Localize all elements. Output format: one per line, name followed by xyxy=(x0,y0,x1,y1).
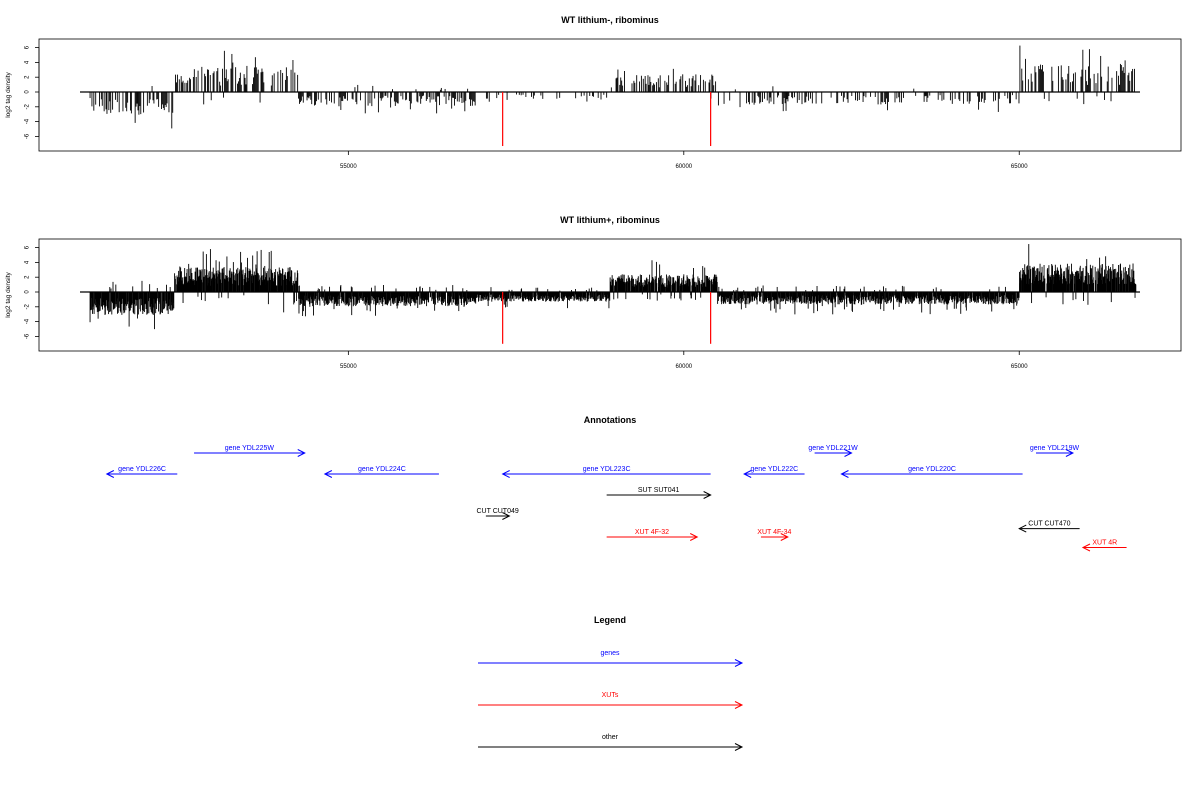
y-tick-label: -6 xyxy=(25,133,31,139)
feature-arrow-head xyxy=(689,533,699,541)
y-tick-label: 0 xyxy=(25,290,31,294)
feature-arrow-head xyxy=(734,659,744,667)
y-tick-label: 2 xyxy=(25,75,31,79)
annotations-title: Annotations xyxy=(584,415,637,425)
feature-arrow-head xyxy=(105,470,115,478)
legend-items: genes XUTs other xyxy=(478,650,744,751)
x-tick-label: 60000 xyxy=(675,164,692,170)
y-tick-label: -6 xyxy=(25,333,31,339)
feature-label: gene YDL224C xyxy=(358,466,406,473)
track-panel-lithium-plus: WT lithium+, ribominus log2 tag density … xyxy=(5,215,1182,370)
bars-group xyxy=(80,244,1140,344)
feature-xut: XUT 4R xyxy=(1081,540,1127,552)
feature-arrow-head xyxy=(780,533,789,541)
feature-xut: XUT 4F-32 xyxy=(606,529,699,541)
feature-arrow-head xyxy=(734,743,744,751)
x-tick-label: 65000 xyxy=(1011,364,1028,370)
feature-label: XUT 4R xyxy=(1092,540,1117,547)
legend-item-gene: genes xyxy=(478,650,744,667)
feature-other: CUT CUT049 xyxy=(476,508,519,520)
feature-label: CUT CUT470 xyxy=(1028,521,1070,528)
y-tick-label: 2 xyxy=(25,275,31,279)
feature-other: SUT SUT041 xyxy=(606,487,712,499)
legend-label: genes xyxy=(600,650,620,657)
y-tick-label: 6 xyxy=(25,245,31,249)
feature-label: gene YDL219W xyxy=(1030,445,1080,452)
feature-arrow-head xyxy=(844,449,853,457)
panel-title: WT lithium+, ribominus xyxy=(560,215,660,225)
feature-gene: gene YDL222C xyxy=(743,466,805,478)
track-panel-lithium-minus: WT lithium-, ribominus log2 tag density … xyxy=(5,15,1182,170)
annotation-features: gene YDL226C gene YDL225W gene YDL224C gene… xyxy=(105,445,1127,552)
feature-arrow-head xyxy=(840,470,849,478)
x-tick-label: 55000 xyxy=(340,364,357,370)
feature-arrow-head xyxy=(1081,543,1091,552)
feature-label: XUT 4F-34 xyxy=(757,529,791,536)
feature-arrow-head xyxy=(501,470,510,478)
feature-gene: gene YDL226C xyxy=(105,466,178,478)
feature-other: CUT CUT470 xyxy=(1018,521,1080,533)
y-tick-label: -2 xyxy=(25,303,31,309)
feature-gene: gene YDL219W xyxy=(1030,445,1080,457)
feature-gene: gene YDL225W xyxy=(194,445,306,457)
feature-gene: gene YDL224C xyxy=(323,466,439,478)
feature-xut: XUT 4F-34 xyxy=(757,529,792,541)
y-axis-label: log2 tag density xyxy=(5,71,12,117)
feature-arrow-head xyxy=(734,701,744,709)
y-tick-label: -4 xyxy=(25,118,31,124)
y-tick-label: -2 xyxy=(25,103,31,109)
y-axis: -6 -4 -2 0 2 4 6 xyxy=(25,245,40,339)
x-tick-label: 55000 xyxy=(340,164,357,170)
feature-arrow-head xyxy=(1018,524,1027,533)
feature-gene: gene YDL221W xyxy=(808,445,858,457)
legend: Legend genes XUTs other xyxy=(478,615,744,751)
feature-arrow-head xyxy=(323,470,333,478)
feature-label: SUT SUT041 xyxy=(638,487,680,494)
x-axis: 55000 60000 65000 xyxy=(340,151,1028,170)
feature-arrow-head xyxy=(743,470,752,478)
legend-label: other xyxy=(602,734,619,741)
feature-label: XUT 4F-32 xyxy=(635,529,669,536)
y-tick-label: 4 xyxy=(25,260,31,264)
feature-label: CUT CUT049 xyxy=(476,508,518,515)
x-tick-label: 65000 xyxy=(1011,164,1028,170)
x-tick-label: 60000 xyxy=(675,364,692,370)
feature-arrow-head xyxy=(703,491,712,499)
panel-title: WT lithium-, ribominus xyxy=(561,15,659,25)
feature-label: gene YDL225W xyxy=(225,445,275,452)
feature-label: gene YDL220C xyxy=(908,466,956,473)
y-axis: -6 -4 -2 0 2 4 6 xyxy=(25,45,40,139)
feature-arrow-head xyxy=(502,512,511,520)
y-tick-label: 6 xyxy=(25,45,31,49)
y-tick-label: 0 xyxy=(25,90,31,94)
feature-gene: gene YDL220C xyxy=(840,466,1023,478)
bars-group xyxy=(80,45,1140,147)
feature-arrow-head xyxy=(1065,449,1075,457)
legend-title: Legend xyxy=(594,615,626,625)
y-axis-label: log2 tag density xyxy=(5,271,12,317)
legend-item-xut: XUTs xyxy=(478,692,744,709)
x-axis: 55000 60000 65000 xyxy=(340,351,1028,370)
feature-label: gene YDL223C xyxy=(583,466,631,473)
feature-label: gene YDL226C xyxy=(118,466,166,473)
y-tick-label: 4 xyxy=(25,60,31,64)
feature-arrow-head xyxy=(297,449,306,457)
legend-item-other: other xyxy=(478,734,744,751)
y-tick-label: -4 xyxy=(25,318,31,324)
feature-label: gene YDL221W xyxy=(808,445,858,452)
feature-gene: gene YDL223C xyxy=(501,466,711,478)
legend-label: XUTs xyxy=(602,692,619,699)
feature-label: gene YDL222C xyxy=(750,466,798,473)
